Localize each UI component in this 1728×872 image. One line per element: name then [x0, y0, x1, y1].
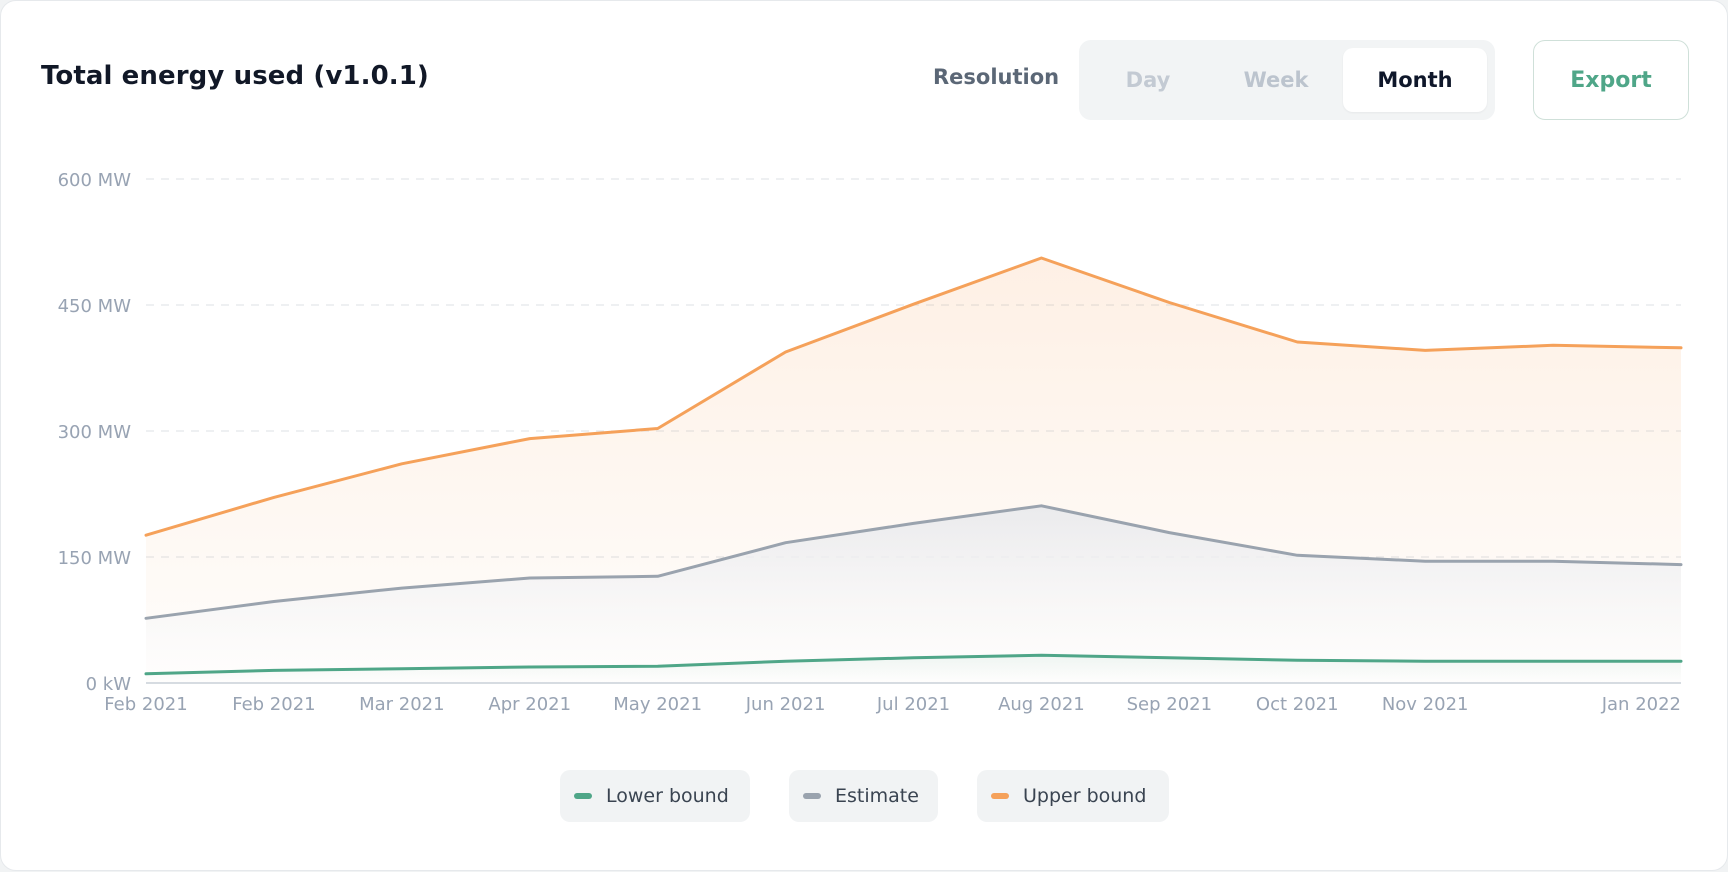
estimate-swatch-icon [803, 793, 821, 799]
lower-bound-swatch-icon [574, 793, 592, 799]
x-tick-label: Jul 2021 [876, 694, 950, 715]
y-tick-label: 0 kW [86, 674, 132, 695]
x-tick-label: Feb 2021 [104, 694, 187, 715]
legend-label: Upper bound [1023, 785, 1146, 807]
x-tick-label: Sep 2021 [1127, 694, 1212, 715]
x-tick-label: May 2021 [613, 694, 702, 715]
x-tick-label: Feb 2021 [232, 694, 315, 715]
upper-bound-swatch-icon [991, 793, 1009, 799]
legend-item-estimate[interactable]: Estimate [789, 770, 938, 822]
x-tick-label: Jun 2021 [745, 694, 826, 715]
y-tick-label: 450 MW [58, 296, 132, 317]
x-tick-label: Oct 2021 [1256, 694, 1339, 715]
legend-item-lower-bound[interactable]: Lower bound [560, 770, 750, 822]
x-tick-label: Jan 2022 [1601, 694, 1681, 715]
y-tick-label: 600 MW [58, 170, 132, 191]
x-tick-label: Apr 2021 [488, 694, 571, 715]
legend-label: Lower bound [606, 785, 729, 807]
y-tick-label: 300 MW [58, 422, 132, 443]
x-tick-label: Mar 2021 [359, 694, 445, 715]
legend-item-upper-bound[interactable]: Upper bound [977, 770, 1169, 822]
y-tick-label: 150 MW [58, 548, 132, 569]
x-tick-label: Aug 2021 [998, 694, 1085, 715]
legend-label: Estimate [835, 785, 919, 807]
x-tick-label: Nov 2021 [1382, 694, 1469, 715]
